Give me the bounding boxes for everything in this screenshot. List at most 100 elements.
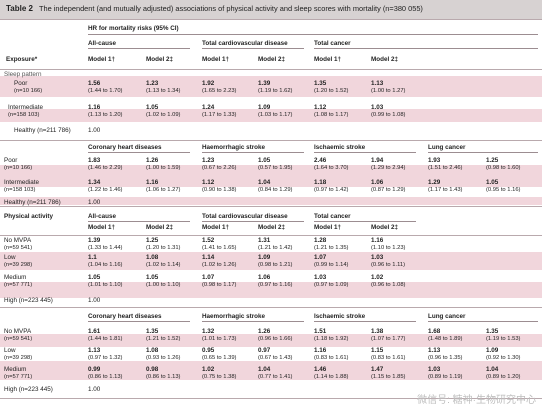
table-rule	[0, 69, 542, 70]
hr-value: 1.94	[371, 157, 384, 164]
shaded-row-band	[0, 252, 542, 270]
group-cancer: Total cancer	[314, 40, 351, 47]
ci-value: (0.67 to 1.43)	[258, 355, 293, 361]
hr-value: 1.02	[371, 274, 384, 281]
ci-value: (0.96 to 1.11)	[371, 262, 406, 268]
group-chd: Coronary heart diseases	[88, 144, 162, 151]
ci-value: (0.98 to 1.21)	[258, 262, 293, 268]
hr-value: 1.13	[371, 80, 384, 87]
ci-value: (1.18 to 1.92)	[314, 336, 349, 342]
reference-value: 1.00	[88, 199, 101, 206]
reference-value: 1.00	[88, 127, 101, 134]
group-underline	[428, 321, 538, 322]
ci-value: (0.77 to 1.41)	[258, 374, 293, 380]
row-label: Low	[4, 254, 16, 261]
table-caption: Table 2 The independent (and mutually adj…	[6, 4, 423, 13]
row-label: Poor	[14, 80, 28, 87]
model-header: Model 2‡	[146, 56, 173, 63]
model-header: Model 1†	[314, 224, 341, 231]
group-isch: Ischaemic stroke	[314, 313, 366, 320]
ci-value: (0.89 to 1.20)	[486, 374, 521, 380]
shaded-row-band	[0, 361, 542, 380]
group-cancer: Total cancer	[314, 213, 351, 220]
ci-value: (1.46 to 2.29)	[88, 165, 123, 171]
ci-value: (1.00 to 1.59)	[146, 165, 181, 171]
hr-value: 1.35	[146, 328, 159, 335]
hr-value: 1.05	[88, 274, 101, 281]
ci-value: (0.83 to 1.61)	[371, 355, 406, 361]
ci-value: (1.02 to 1.09)	[146, 112, 181, 118]
ci-value: (0.92 to 1.30)	[486, 355, 521, 361]
ci-value: (1.64 to 3.70)	[314, 165, 349, 171]
ci-value: (1.44 to 1.81)	[88, 336, 123, 342]
caption-bar	[0, 0, 542, 19]
row-count: (n=57 771)	[4, 374, 33, 380]
hr-value: 1.15	[371, 347, 384, 354]
group-underline	[88, 48, 190, 49]
ci-value: (1.65 to 2.23)	[202, 88, 237, 94]
row-label: Healthy (n=211 786)	[4, 199, 61, 206]
ci-value: (1.20 to 1.52)	[314, 88, 349, 94]
ci-value: (0.99 to 1.08)	[371, 112, 406, 118]
hr-value: 1.93	[428, 157, 441, 164]
model-header: Model 2‡	[258, 56, 285, 63]
row-label: Low	[4, 347, 16, 354]
hr-value: 1.13	[428, 347, 441, 354]
ci-value: (1.21 to 1.52)	[146, 336, 181, 342]
ci-value: (0.86 to 1.13)	[146, 374, 181, 380]
hr-value: 0.95	[202, 347, 215, 354]
ci-value: (1.19 to 1.53)	[486, 336, 521, 342]
group-haem: Haemorrhagic stroke	[202, 144, 265, 151]
hr-value: 1.23	[202, 157, 215, 164]
ci-value: (1.22 to 1.46)	[88, 187, 123, 193]
ci-value: (1.19 to 1.62)	[258, 88, 293, 94]
ci-value: (1.21 to 1.42)	[258, 245, 293, 251]
row-count: (n=59 541)	[4, 245, 33, 251]
row-count: (n=10 166)	[14, 88, 43, 94]
row-label: No MVPA	[4, 237, 32, 244]
group-underline	[314, 152, 416, 153]
ci-value: (1.07 to 1.77)	[371, 336, 406, 342]
ci-value: (0.97 to 1.42)	[314, 187, 349, 193]
hr-value: 1.39	[88, 237, 101, 244]
ci-value: (0.90 to 1.38)	[202, 187, 237, 193]
ci-value: (0.87 to 1.29)	[371, 187, 406, 193]
ci-value: (1.21 to 1.35)	[314, 245, 349, 251]
hr-value: 1.31	[258, 237, 271, 244]
ci-value: (0.84 to 1.29)	[258, 187, 293, 193]
hr-value: 1.92	[202, 80, 215, 87]
model-header: Model 1†	[88, 224, 115, 231]
row-label: Intermediate	[8, 104, 44, 111]
ci-value: (0.89 to 1.19)	[428, 374, 463, 380]
shaded-row-band	[0, 76, 542, 97]
row-count: (n=39 298)	[4, 262, 33, 268]
table-number: Table 2	[6, 4, 33, 13]
table-rule	[0, 307, 542, 308]
hr-value: 1.32	[202, 328, 215, 335]
hr-value: 1.05	[486, 179, 499, 186]
group-underline	[88, 34, 538, 35]
ci-value: (1.00 to 1.27)	[371, 88, 406, 94]
hr-value: 1.06	[371, 179, 384, 186]
shaded-row-band	[0, 197, 542, 205]
group-underline	[314, 221, 416, 222]
hr-value: 1.12	[314, 104, 327, 111]
hr-value: 1.23	[146, 80, 159, 87]
table-rule	[0, 19, 542, 20]
ci-value: (0.98 to 1.60)	[486, 165, 521, 171]
hr-value: 1.05	[146, 104, 159, 111]
hr-value: 1.03	[371, 254, 384, 261]
model-header: Model 2‡	[258, 224, 285, 231]
ci-value: (0.97 to 1.16)	[258, 282, 293, 288]
group-underline	[314, 48, 538, 49]
row-label: Medium	[4, 366, 27, 373]
hr-value: 1.61	[88, 328, 101, 335]
table-rule	[0, 235, 542, 236]
row-label: Medium	[4, 274, 27, 281]
ci-value: (0.96 to 1.08)	[371, 282, 406, 288]
group-lung: Lung cancer	[428, 144, 466, 151]
hr-value: 1.28	[314, 237, 327, 244]
hr-value: 1.51	[314, 328, 327, 335]
group-underline	[88, 152, 190, 153]
row-label: High (n=223 445)	[4, 386, 53, 393]
